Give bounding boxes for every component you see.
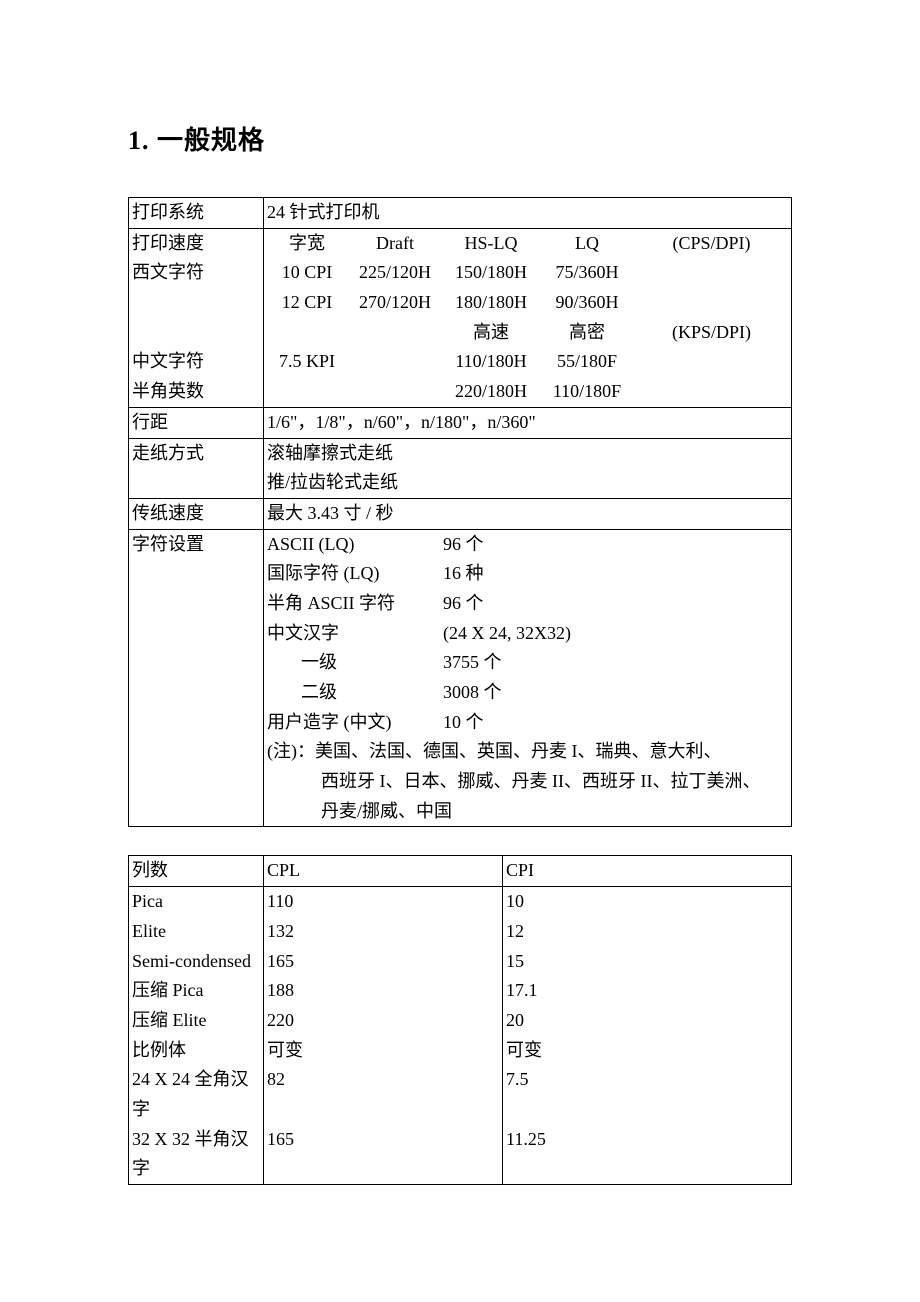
table-row-cpl: 82 bbox=[264, 1065, 503, 1124]
cell-cn-kpi: 7.5 KPI bbox=[267, 347, 347, 377]
table-row-name: Elite bbox=[129, 917, 264, 947]
cell-12cpi-draft: 270/120H bbox=[347, 288, 443, 318]
cs-user-v: 10 个 bbox=[443, 708, 788, 738]
label-western-chars: 西文字符 bbox=[132, 258, 260, 288]
cs-note-3: 丹麦/挪威、中国 bbox=[267, 797, 788, 827]
columns-table: 列数 CPL CPI Pica11010 Elite13212 Semi-conde… bbox=[128, 855, 792, 1185]
table-row-name: 压缩 Elite bbox=[129, 1006, 264, 1036]
table-row-name: Pica bbox=[129, 887, 264, 917]
hdr-char-width: 字宽 bbox=[267, 229, 347, 259]
value-print-system: 24 针式打印机 bbox=[264, 198, 792, 229]
cs-intl-k: 国际字符 (LQ) bbox=[267, 559, 443, 589]
label-feed-speed: 传纸速度 bbox=[129, 498, 264, 529]
value-paper-feed-2: 推/拉齿轮式走纸 bbox=[267, 468, 788, 498]
value-paper-feed-1: 滚轴摩擦式走纸 bbox=[267, 439, 788, 469]
cs-lv1-v: 3755 个 bbox=[443, 648, 788, 678]
cs-cnchar-v: (24 X 24, 32X32) bbox=[443, 619, 788, 649]
cell-10cpi-hslq: 150/180H bbox=[443, 258, 539, 288]
table-row-cpi: 10 bbox=[503, 887, 792, 917]
table-row-name: 比例体 bbox=[129, 1036, 264, 1066]
table-row-name: 24 X 24 全角汉字 bbox=[129, 1065, 264, 1124]
cell-cn-hd: 55/180F bbox=[539, 347, 635, 377]
table-row-name: Semi-condensed bbox=[129, 947, 264, 977]
hdr-lq: LQ bbox=[539, 229, 635, 259]
cs-cnchar-k: 中文汉字 bbox=[267, 619, 443, 649]
value-feed-speed: 最大 3.43 寸 / 秒 bbox=[264, 498, 792, 529]
cs-lv1-k: 一级 bbox=[267, 648, 443, 678]
table-row-cpi: 15 bbox=[503, 947, 792, 977]
section-heading: 1. 一般规格 bbox=[128, 120, 792, 157]
hdr-highspeed: 高速 bbox=[443, 318, 539, 348]
table-row-cpi: 11.25 bbox=[503, 1125, 792, 1185]
hdr-unit-cps: (CPS/DPI) bbox=[635, 229, 788, 259]
cs-lv2-k: 二级 bbox=[267, 678, 443, 708]
table-row-name: 压缩 Pica bbox=[129, 976, 264, 1006]
cell-half-hs: 220/180H bbox=[443, 377, 539, 407]
table-row-cpl: 188 bbox=[264, 976, 503, 1006]
cs-halfascii-k: 半角 ASCII 字符 bbox=[267, 589, 443, 619]
cs-note-1: (注)：美国、法国、德国、英国、丹麦 I、瑞典、意大利、 bbox=[267, 737, 788, 767]
label-paper-feed: 走纸方式 bbox=[129, 438, 264, 498]
spec-table: 打印系统 24 针式打印机 打印速度 西文字符 中文字符 半角英数 字宽 Dra… bbox=[128, 197, 792, 827]
cs-ascii-v: 96 个 bbox=[443, 530, 788, 560]
cs-halfascii-v: 96 个 bbox=[443, 589, 788, 619]
hdr-highdensity: 高密 bbox=[539, 318, 635, 348]
cs-user-k: 用户造字 (中文) bbox=[267, 708, 443, 738]
cell-12cpi-hslq: 180/180H bbox=[443, 288, 539, 318]
cs-note-2: 西班牙 I、日本、挪威、丹麦 II、西班牙 II、拉丁美洲、 bbox=[267, 767, 788, 797]
table-row-cpl: 165 bbox=[264, 1125, 503, 1185]
col-hdr-cpi: CPI bbox=[503, 856, 792, 887]
table-row-cpl: 165 bbox=[264, 947, 503, 977]
table-row-cpi: 12 bbox=[503, 917, 792, 947]
label-print-system: 打印系统 bbox=[129, 198, 264, 229]
table-row-cpl: 110 bbox=[264, 887, 503, 917]
value-line-spacing: 1/6"，1/8"，n/60"，n/180"，n/360" bbox=[264, 407, 792, 438]
label-charset: 字符设置 bbox=[129, 529, 264, 827]
table-row-cpi: 可变 bbox=[503, 1036, 792, 1066]
table-row-name: 32 X 32 半角汉字 bbox=[129, 1125, 264, 1185]
cell-10cpi-draft: 225/120H bbox=[347, 258, 443, 288]
col-hdr-name: 列数 bbox=[129, 856, 264, 887]
cell-10cpi: 10 CPI bbox=[267, 258, 347, 288]
hdr-draft: Draft bbox=[347, 229, 443, 259]
table-row-cpl: 132 bbox=[264, 917, 503, 947]
table-row-cpi: 17.1 bbox=[503, 976, 792, 1006]
table-row-cpl: 可变 bbox=[264, 1036, 503, 1066]
cell-half-hd: 110/180F bbox=[539, 377, 635, 407]
label-half-chars: 半角英数 bbox=[132, 377, 260, 407]
label-line-spacing: 行距 bbox=[129, 407, 264, 438]
col-hdr-cpl: CPL bbox=[264, 856, 503, 887]
cs-lv2-v: 3008 个 bbox=[443, 678, 788, 708]
table-row-cpl: 220 bbox=[264, 1006, 503, 1036]
cell-10cpi-lq: 75/360H bbox=[539, 258, 635, 288]
label-print-speed: 打印速度 bbox=[132, 229, 260, 259]
table-row-cpi: 7.5 bbox=[503, 1065, 792, 1124]
hdr-hslq: HS-LQ bbox=[443, 229, 539, 259]
cs-ascii-k: ASCII (LQ) bbox=[267, 530, 443, 560]
label-chinese-chars: 中文字符 bbox=[132, 347, 260, 377]
cs-intl-v: 16 种 bbox=[443, 559, 788, 589]
table-row-cpi: 20 bbox=[503, 1006, 792, 1036]
cell-12cpi: 12 CPI bbox=[267, 288, 347, 318]
cell-cn-hs: 110/180H bbox=[443, 347, 539, 377]
cell-12cpi-lq: 90/360H bbox=[539, 288, 635, 318]
hdr-unit-kps: (KPS/DPI) bbox=[635, 318, 788, 348]
